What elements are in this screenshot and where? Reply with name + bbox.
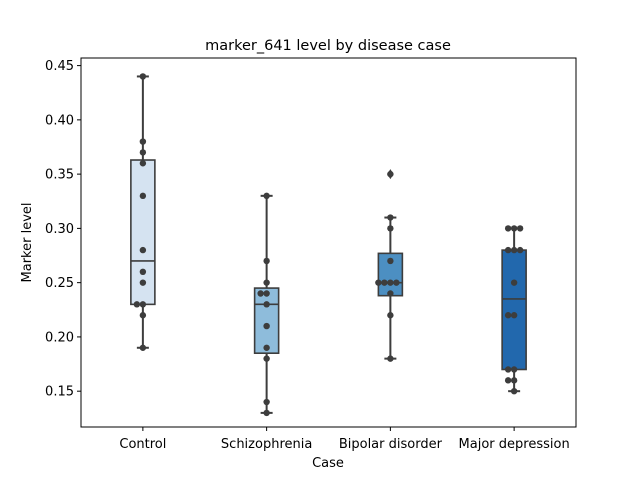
data-point <box>510 225 518 232</box>
data-point <box>375 279 382 286</box>
y-tick-label: 0.15 <box>45 385 74 400</box>
data-point <box>510 387 518 395</box>
data-point <box>263 409 270 417</box>
y-tick-label: 0.45 <box>45 59 74 74</box>
swarm-group-2 <box>375 170 400 362</box>
data-point <box>263 398 270 406</box>
y-axis: 0.15 0.20 0.25 0.30 0.35 0.40 0.45 <box>45 59 81 400</box>
data-point <box>504 246 512 254</box>
data-point <box>139 344 147 351</box>
data-point <box>510 312 518 319</box>
data-point <box>516 246 524 254</box>
x-axis: Control Schizophrenia Bipolar disorder Majo… <box>119 427 570 452</box>
y-tick-label: 0.40 <box>45 113 74 128</box>
data-point <box>387 257 394 265</box>
x-tick-label: Major depression <box>459 437 570 452</box>
data-point <box>263 290 270 297</box>
y-axis-label: Marker level <box>20 203 35 283</box>
plot-area <box>130 73 527 417</box>
data-point <box>510 246 518 254</box>
data-point <box>516 225 524 232</box>
y-tick-label: 0.25 <box>45 276 74 291</box>
data-point <box>139 312 147 319</box>
data-point <box>139 138 147 145</box>
data-point <box>263 355 270 362</box>
swarm-group-1 <box>257 192 270 417</box>
data-point <box>133 301 141 308</box>
data-point <box>257 290 264 297</box>
data-point <box>139 246 147 254</box>
data-point <box>139 268 147 276</box>
y-tick-label: 0.30 <box>45 222 74 237</box>
data-point <box>387 312 394 319</box>
data-point <box>387 279 394 286</box>
data-point <box>504 225 512 232</box>
data-point <box>510 377 518 384</box>
x-tick-label: Bipolar disorder <box>339 437 443 452</box>
data-point <box>139 149 147 156</box>
data-point <box>504 366 512 373</box>
y-tick-label: 0.35 <box>45 168 74 183</box>
x-tick-label: Control <box>119 437 166 452</box>
data-point <box>510 279 518 286</box>
data-point <box>381 279 388 286</box>
chart-title: marker_641 level by disease case <box>205 38 451 54</box>
data-point <box>387 214 394 221</box>
x-axis-label: Case <box>312 456 344 471</box>
data-point <box>139 279 147 286</box>
data-point <box>139 192 147 200</box>
data-point <box>263 344 270 351</box>
x-tick-label: Schizophrenia <box>221 437 312 452</box>
data-point <box>504 377 512 384</box>
data-point <box>263 257 270 265</box>
box-iqr <box>377 252 404 297</box>
box-iqr <box>253 287 280 355</box>
data-point <box>387 170 394 178</box>
data-point <box>263 279 270 286</box>
data-point <box>139 160 147 167</box>
box-iqr <box>501 249 527 371</box>
data-point <box>393 279 400 286</box>
data-point <box>510 366 518 373</box>
data-point <box>387 355 394 362</box>
axes-frame <box>80 57 577 428</box>
data-point <box>263 322 270 330</box>
data-point <box>263 301 270 308</box>
swarm-group-3 <box>504 225 524 395</box>
data-point <box>504 312 512 319</box>
data-point <box>387 225 394 232</box>
y-tick-label: 0.20 <box>45 330 74 345</box>
data-point <box>139 301 147 308</box>
data-point <box>139 73 147 80</box>
swarm-group-0 <box>133 73 147 351</box>
data-point <box>263 192 270 200</box>
data-point <box>387 290 394 297</box>
